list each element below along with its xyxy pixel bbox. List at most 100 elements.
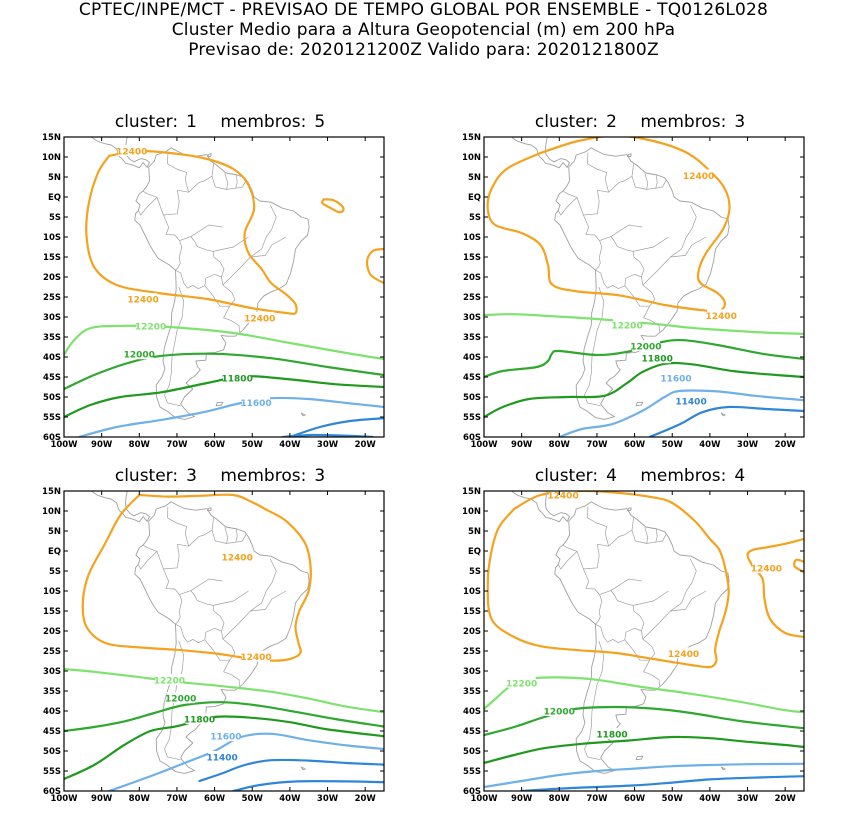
country-border (670, 236, 707, 258)
lat-tick-label: 5S (49, 567, 61, 577)
country-border (222, 638, 236, 654)
panel-title: cluster: 4 membros: 4 (440, 466, 840, 486)
country-border (222, 558, 277, 640)
lon-tick-label: 100W (50, 794, 78, 804)
contour-label: 12400 (240, 653, 271, 663)
lat-tick-label: 5N (48, 173, 61, 183)
coastline-south-america (554, 147, 730, 420)
coastline-central-america (510, 491, 570, 523)
cluster-label: cluster: (534, 466, 599, 486)
island (635, 755, 644, 761)
country-border (188, 516, 215, 547)
lon-tick-label: 70W (166, 794, 188, 804)
lat-tick-label: 50S (43, 393, 61, 403)
contour-label-bg (223, 551, 252, 562)
lat-tick-label: 50S (463, 747, 481, 757)
lat-tick-label: EQ (468, 547, 481, 557)
country-border (557, 197, 578, 216)
country-border (175, 240, 183, 271)
lat-tick-label: 60S (43, 787, 61, 797)
map-frame (63, 490, 385, 792)
lat-tick-label: 45S (463, 373, 481, 383)
lon-tick-label: 90W (511, 440, 533, 450)
country-border (187, 627, 222, 643)
country-border (143, 190, 180, 216)
country-border (226, 175, 238, 190)
lon-tick-label: 20W (775, 440, 797, 450)
lon-tick-label: 20W (355, 440, 377, 450)
country-border (250, 236, 287, 258)
lat-tick-label: 30S (43, 313, 61, 323)
lat-tick-label: 50S (463, 393, 481, 403)
contour-label-bg (242, 650, 270, 662)
contour-label-bg (613, 319, 642, 330)
lon-tick-label: 40W (279, 794, 301, 804)
country-border (179, 590, 225, 640)
cluster-panel-2: cluster: 2 membros: 3 12400 12400 12200 12000… (440, 112, 840, 462)
members-label: membros: (220, 466, 307, 486)
lat-tick-label: 5S (469, 213, 481, 223)
lon-tick-label: 60W (204, 440, 226, 450)
country-border (137, 197, 158, 216)
lon-tick-label: 60W (624, 440, 646, 450)
map-frame (483, 490, 805, 792)
lon-tick-label: 40W (279, 440, 301, 450)
map-layer: 12400 12400 12400 12200 12000 11800 11600 (64, 137, 384, 437)
island (626, 507, 632, 512)
contour-label-bg (684, 169, 713, 181)
contour-line (484, 338, 804, 379)
contour-label: 11600 (240, 399, 271, 409)
lat-tick-label: 15S (463, 607, 481, 617)
lat-tick-label: 5S (49, 213, 61, 223)
contour-line (484, 705, 804, 737)
contour-line (288, 417, 384, 437)
contour-line (64, 352, 384, 391)
cluster-label: cluster: (534, 112, 599, 132)
country-border (646, 175, 658, 190)
country-border (235, 534, 247, 543)
contour-label: 12200 (135, 323, 166, 333)
country-border (563, 190, 600, 216)
map-plot: 12400 12400 12200 12000 11800 11600 11400 15N 10… (42, 487, 385, 804)
country-border (610, 578, 643, 591)
lon-tick-label: 60W (204, 794, 226, 804)
contour-label-bg (545, 705, 574, 716)
lon-tick-label: 30W (317, 794, 339, 804)
contour-line (64, 667, 384, 714)
lat-tick-label: 5S (469, 567, 481, 577)
country-border (595, 269, 608, 289)
lat-tick-label: EQ (468, 193, 481, 203)
contour-line (85, 149, 298, 315)
contour-line (320, 198, 345, 214)
cluster-number: 2 (606, 112, 617, 132)
lon-tick-label: 100W (470, 794, 498, 804)
contour-label: 12400 (127, 296, 158, 306)
lon-tick-label: 90W (91, 794, 113, 804)
lat-tick-label: 20S (43, 627, 61, 637)
lon-tick-label: 50W (242, 794, 264, 804)
map-layer: 12400 12400 12400 12200 12000 11800 (484, 491, 804, 791)
lat-tick-label: 15N (42, 487, 61, 497)
members-label: membros: (640, 466, 727, 486)
country-border (143, 544, 180, 570)
members-count: 3 (314, 466, 326, 486)
figure-header: CPTEC/INPE/MCT - PREVISAO DE TEMPO GLOBA… (0, 0, 847, 60)
contour-label-bg (549, 491, 578, 500)
country-border (642, 204, 697, 286)
map-plot: 12400 12400 12400 12200 12000 11800 15N 10N 5N EQ… (462, 487, 805, 804)
cluster-label: cluster: (114, 112, 179, 132)
contour-label-bg (677, 395, 706, 406)
country-border (583, 214, 600, 241)
country-border (179, 236, 225, 286)
contour-label: 12400 (116, 148, 147, 158)
country-border (599, 236, 645, 286)
contour-line (64, 375, 384, 419)
country-border (655, 180, 667, 189)
contour-label-bg (136, 320, 165, 332)
lat-tick-label: EQ (48, 193, 61, 203)
lat-tick-label: 30S (463, 313, 481, 323)
lon-tick-label: 70W (586, 794, 608, 804)
cluster-number: 1 (186, 112, 197, 132)
members-count: 5 (314, 112, 326, 132)
cluster-number: 3 (186, 466, 197, 486)
